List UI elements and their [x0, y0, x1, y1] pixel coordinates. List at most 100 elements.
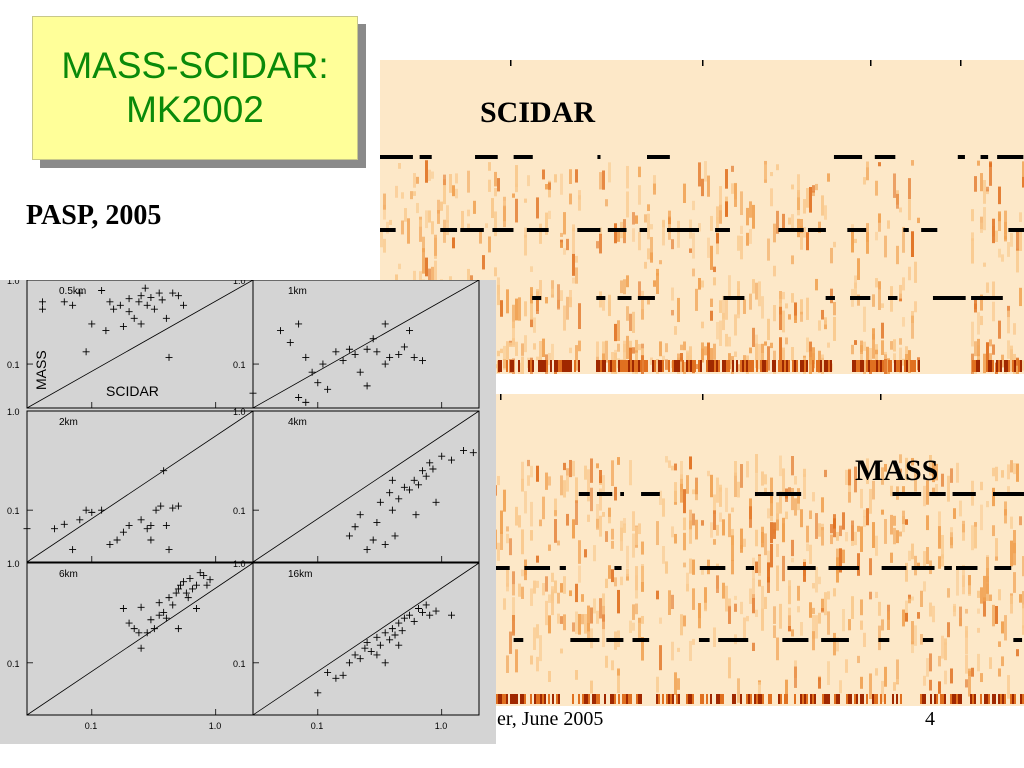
scatter-point: [363, 638, 371, 646]
y-tick-label: 1.0: [233, 280, 246, 286]
x-tick-label: 0.1: [311, 721, 324, 731]
scatter-point: [351, 651, 359, 659]
scatter-point: [143, 301, 151, 309]
scatter-point: [324, 385, 332, 393]
scatter-point: [193, 581, 201, 589]
title-line-1: MASS-SCIDAR:: [61, 45, 329, 86]
scatter-point: [373, 348, 381, 356]
scatter-point: [186, 574, 194, 582]
scatter-point: [332, 348, 340, 356]
scatter-point: [410, 353, 418, 361]
y-tick-label: 1.0: [233, 559, 246, 569]
scatter-point: [395, 641, 403, 649]
panel-label: 16km: [288, 569, 312, 580]
scatter-point: [180, 301, 188, 309]
scatter-point: [356, 655, 364, 663]
scatter-point: [174, 292, 182, 300]
scatter-point: [438, 452, 446, 460]
scatter-point: [302, 398, 310, 406]
scatter-point: [189, 585, 197, 593]
scatter-point: [419, 467, 427, 475]
scatter-point: [98, 287, 106, 295]
scatter-point: [182, 589, 190, 597]
scatter-panel-1km: 1km0.11.01.00.1: [233, 280, 480, 424]
scatter-point: [391, 532, 399, 540]
scatter-point: [135, 298, 143, 306]
scatter-point: [169, 504, 177, 512]
slide-title: MASS-SCIDAR: MK2002: [61, 44, 328, 132]
scatter-point: [147, 522, 155, 530]
scatter-point: [351, 350, 359, 358]
scatter-point: [137, 644, 145, 652]
scatter-point: [363, 382, 371, 390]
scatter-point: [339, 671, 347, 679]
scatter-point: [50, 525, 58, 533]
scatter-point: [162, 314, 170, 322]
scatter-svg: 0.5km 0.1 1.0 1.0 0.1 1km 0.1 1.0 1.0 0.1 2km 0.1 1.…: [7, 280, 480, 731]
scatter-point: [415, 481, 423, 489]
scatter-point: [147, 616, 155, 624]
scatter-point: [381, 360, 389, 368]
y-tick-label: 0.1: [233, 659, 246, 669]
scatter-point: [110, 305, 118, 313]
scatter-point: [158, 296, 166, 304]
scatter-point: [381, 629, 389, 637]
scatter-point: [162, 522, 170, 530]
scatter-point: [406, 611, 414, 619]
scidar-label: SCIDAR: [480, 96, 596, 129]
scatter-point: [200, 571, 208, 579]
scatter-point: [165, 594, 173, 602]
scatter-point: [388, 476, 396, 484]
scatter-point: [76, 516, 84, 524]
scatter-point: [82, 348, 90, 356]
scatter-point: [376, 498, 384, 506]
scatter-point: [345, 659, 353, 667]
mass-label: MASS: [855, 454, 939, 487]
scatter-point: [23, 525, 31, 533]
panel-label: 1km: [288, 286, 307, 297]
scatter-point: [119, 322, 127, 330]
scatter-point: [376, 641, 384, 649]
panel-label: 6km: [59, 569, 78, 580]
y-tick-label: 1.0: [7, 407, 20, 417]
scatter-point: [155, 289, 163, 297]
scatter-point: [106, 541, 114, 549]
scatter-point: [432, 498, 440, 506]
scatter-point: [381, 541, 389, 549]
scatter-point: [119, 605, 127, 613]
scatter-point: [165, 546, 173, 554]
scatter-point: [363, 345, 371, 353]
scatter-point: [276, 327, 284, 335]
scatter-point: [98, 506, 106, 514]
scatter-panel-0.5km: 0.5km 0.1 1.0 1.0 0.1: [7, 280, 254, 424]
scatter-point: [174, 625, 182, 633]
scatter-point: [448, 611, 456, 619]
x-tick-label: 1.0: [435, 721, 448, 731]
y-tick-label: 1.0: [7, 559, 20, 569]
scatter-point: [116, 301, 124, 309]
scatter-point: [356, 368, 364, 376]
scatter-point: [130, 314, 138, 322]
scatter-point: [432, 607, 440, 615]
scatter-point: [152, 506, 160, 514]
x-tick-label: 0.1: [85, 721, 98, 731]
scatter-point: [373, 519, 381, 527]
scatter-point: [448, 456, 456, 464]
scatter-point: [174, 585, 182, 593]
scatter-point: [429, 465, 437, 473]
reference-text: PASP, 2005: [26, 200, 162, 231]
panel-label: 4km: [288, 417, 307, 428]
scatter-point: [106, 298, 114, 306]
scatter-point: [249, 389, 257, 397]
scatter-point: [395, 495, 403, 503]
scatter-point: [345, 532, 353, 540]
scatter-point: [113, 536, 121, 544]
scatter-point: [314, 379, 322, 387]
scatter-point: [130, 625, 138, 633]
scatter-point: [319, 360, 327, 368]
scatter-point: [155, 611, 163, 619]
scatter-point: [419, 608, 427, 616]
scatter-point: [356, 511, 364, 519]
scatter-point: [206, 576, 214, 584]
scatter-point: [398, 627, 406, 635]
